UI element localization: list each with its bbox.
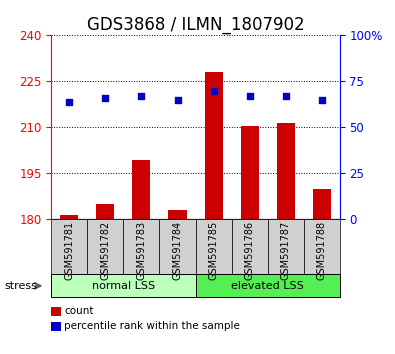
Bar bbox=[313, 189, 331, 219]
Bar bbox=[241, 126, 259, 219]
Point bbox=[102, 95, 109, 101]
Title: GDS3868 / ILMN_1807902: GDS3868 / ILMN_1807902 bbox=[87, 16, 304, 34]
Point bbox=[174, 97, 181, 103]
Bar bbox=[276, 123, 295, 219]
Point bbox=[282, 93, 289, 99]
Text: GSM591787: GSM591787 bbox=[280, 221, 291, 280]
Text: count: count bbox=[64, 306, 94, 316]
Text: GSM591782: GSM591782 bbox=[100, 221, 111, 280]
Bar bbox=[96, 204, 115, 219]
Bar bbox=[169, 210, 186, 219]
Text: GSM591781: GSM591781 bbox=[64, 221, 74, 280]
Text: GSM591786: GSM591786 bbox=[245, 221, 255, 280]
Text: elevated LSS: elevated LSS bbox=[231, 281, 304, 291]
Point bbox=[318, 97, 325, 103]
Point bbox=[246, 93, 253, 99]
Text: GSM591788: GSM591788 bbox=[317, 221, 327, 280]
Text: GSM591783: GSM591783 bbox=[136, 221, 147, 280]
Point bbox=[66, 99, 73, 104]
Point bbox=[211, 88, 217, 93]
Bar bbox=[132, 160, 150, 219]
Bar bbox=[60, 215, 78, 219]
Text: GSM591784: GSM591784 bbox=[173, 221, 182, 280]
Point bbox=[138, 93, 145, 99]
Text: stress: stress bbox=[4, 281, 37, 291]
Bar bbox=[205, 72, 222, 219]
Text: GSM591785: GSM591785 bbox=[209, 221, 218, 280]
Text: normal LSS: normal LSS bbox=[92, 281, 155, 291]
Text: percentile rank within the sample: percentile rank within the sample bbox=[64, 321, 240, 331]
